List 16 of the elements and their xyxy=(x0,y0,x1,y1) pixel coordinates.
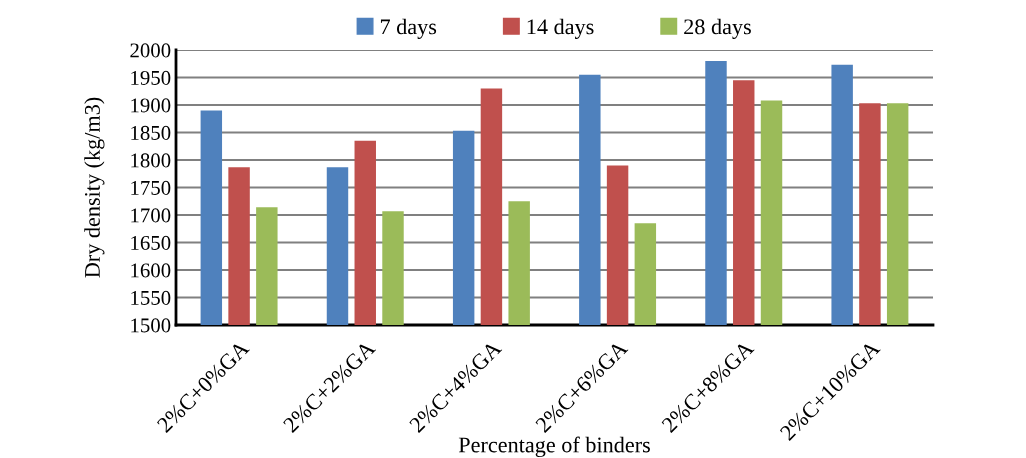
x-axis-title: Percentage of binders xyxy=(458,436,650,458)
legend-label: 7 days xyxy=(380,18,437,39)
y-tick-label: 1900 xyxy=(131,98,171,113)
y-tick-label: 1700 xyxy=(131,208,171,223)
y-tick-label: 1650 xyxy=(131,235,171,250)
y-tick-label: 1600 xyxy=(131,263,171,278)
legend-label: 28 days xyxy=(684,18,751,39)
legend-label: 14 days xyxy=(527,18,594,39)
y-tick-label: 1850 xyxy=(131,125,171,140)
y-tick-label: 1950 xyxy=(131,70,171,85)
y-tick-label: 1550 xyxy=(131,290,171,305)
y-tick-label: 2000 xyxy=(130,43,171,58)
y-tick-label: 1750 xyxy=(131,180,171,195)
y-tick-label: 1500 xyxy=(131,318,171,333)
y-tick-label: 1800 xyxy=(131,153,171,168)
y-axis-title: Dry density (kg/m3) xyxy=(84,97,105,278)
